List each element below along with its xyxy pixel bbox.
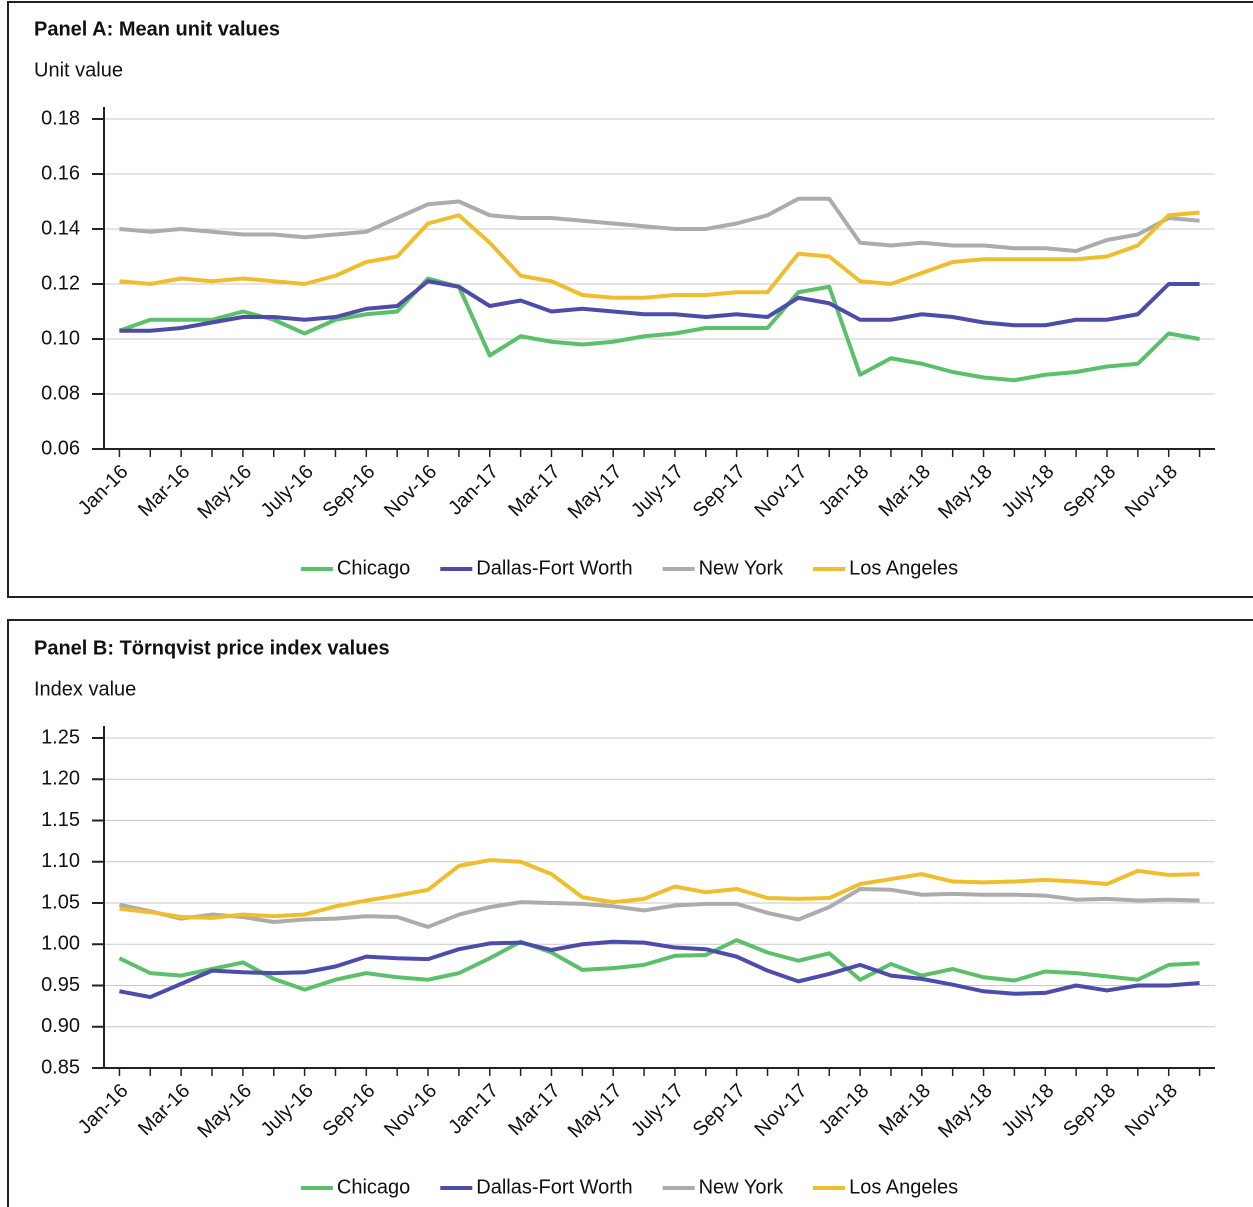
series-line <box>119 858 1200 920</box>
x-tick-label: Mar-16 <box>134 461 194 521</box>
y-tick-label: 1.15 <box>41 809 80 831</box>
x-tick-label: Nov-18 <box>1121 461 1182 522</box>
panel-title: Panel B: Törnqvist price index values <box>34 637 390 659</box>
x-tick-label: July-16 <box>257 461 318 522</box>
legend-label: Chicago <box>337 1176 410 1198</box>
panel-title: Panel A: Mean unit values <box>34 18 280 40</box>
y-tick-label: 0.10 <box>41 327 80 349</box>
x-tick-label: Mar-18 <box>875 1080 935 1140</box>
series-line <box>119 939 1200 1000</box>
legend-label: New York <box>699 557 784 579</box>
y-tick-label: 1.05 <box>41 891 80 913</box>
x-tick-label: Nov-17 <box>750 1080 811 1141</box>
x-tick-label: Sep-16 <box>318 1080 379 1141</box>
x-tick-label: July-18 <box>997 1080 1058 1141</box>
y-tick-label: 1.25 <box>41 726 80 748</box>
x-tick-label: Mar-17 <box>504 461 564 521</box>
panel-border <box>7 619 1253 1207</box>
legend-label: New York <box>699 1176 784 1198</box>
legend-label: Los Angeles <box>849 1176 958 1198</box>
x-tick-label: July-17 <box>627 461 688 522</box>
x-tick-label: May-17 <box>564 1080 627 1143</box>
x-tick-label: Mar-17 <box>504 1080 564 1140</box>
y-tick-label: 1.10 <box>41 850 80 872</box>
y-tick-label: 0.06 <box>41 437 80 459</box>
x-tick-label: Nov-16 <box>380 1080 441 1141</box>
y-tick-label: 0.12 <box>41 272 80 294</box>
x-tick-label: May-18 <box>934 1080 997 1143</box>
legend-label: Chicago <box>337 557 410 579</box>
legend-label: Dallas-Fort Worth <box>476 557 632 579</box>
x-tick-label: Sep-18 <box>1059 1080 1120 1141</box>
y-tick-label: 0.08 <box>41 382 80 404</box>
x-tick-label: Jan-17 <box>444 1080 503 1139</box>
series-line <box>118 938 1200 992</box>
series-line <box>119 279 1200 333</box>
x-tick-label: July-16 <box>257 1080 318 1141</box>
y-tick-label: 0.18 <box>41 107 80 129</box>
x-tick-label: Jan-16 <box>74 1080 133 1139</box>
y-tick-label: 1.20 <box>41 768 80 790</box>
x-tick-label: May-16 <box>193 1080 256 1143</box>
x-tick-label: Jan-18 <box>815 1080 874 1139</box>
legend-label: Dallas-Fort Worth <box>476 1176 632 1198</box>
x-tick-label: Nov-18 <box>1121 1080 1182 1141</box>
x-tick-label: Mar-18 <box>875 461 935 521</box>
panel-border <box>7 1 1253 598</box>
x-tick-label: Mar-16 <box>134 1080 194 1140</box>
x-tick-label: July-17 <box>627 1080 688 1141</box>
x-tick-label: May-18 <box>934 461 997 524</box>
x-tick-label: May-17 <box>564 461 627 524</box>
y-axis-label: Index value <box>34 678 136 700</box>
y-tick-label: 0.95 <box>41 974 80 996</box>
series-line <box>119 886 1200 929</box>
x-tick-label: Sep-17 <box>689 1080 750 1141</box>
y-tick-label: 0.16 <box>41 162 80 184</box>
legend-label: Los Angeles <box>849 557 958 579</box>
x-tick-label: Sep-17 <box>689 461 750 522</box>
y-axis-label: Unit value <box>34 59 123 81</box>
x-tick-label: Jan-17 <box>444 461 503 520</box>
x-tick-label: Jan-18 <box>815 461 874 520</box>
y-tick-label: 0.90 <box>41 1015 80 1037</box>
x-tick-label: Sep-18 <box>1059 461 1120 522</box>
x-tick-label: Nov-16 <box>380 461 441 522</box>
x-tick-label: July-18 <box>997 461 1058 522</box>
series-line <box>118 276 1200 383</box>
x-tick-label: Sep-16 <box>318 461 379 522</box>
x-tick-label: Nov-17 <box>750 461 811 522</box>
y-tick-label: 0.14 <box>41 217 80 239</box>
x-tick-label: May-16 <box>193 461 256 524</box>
series-line <box>119 210 1200 300</box>
y-tick-label: 1.00 <box>41 933 80 955</box>
y-tick-label: 0.85 <box>41 1056 80 1078</box>
x-tick-label: Jan-16 <box>74 461 133 520</box>
series-line <box>119 196 1200 253</box>
